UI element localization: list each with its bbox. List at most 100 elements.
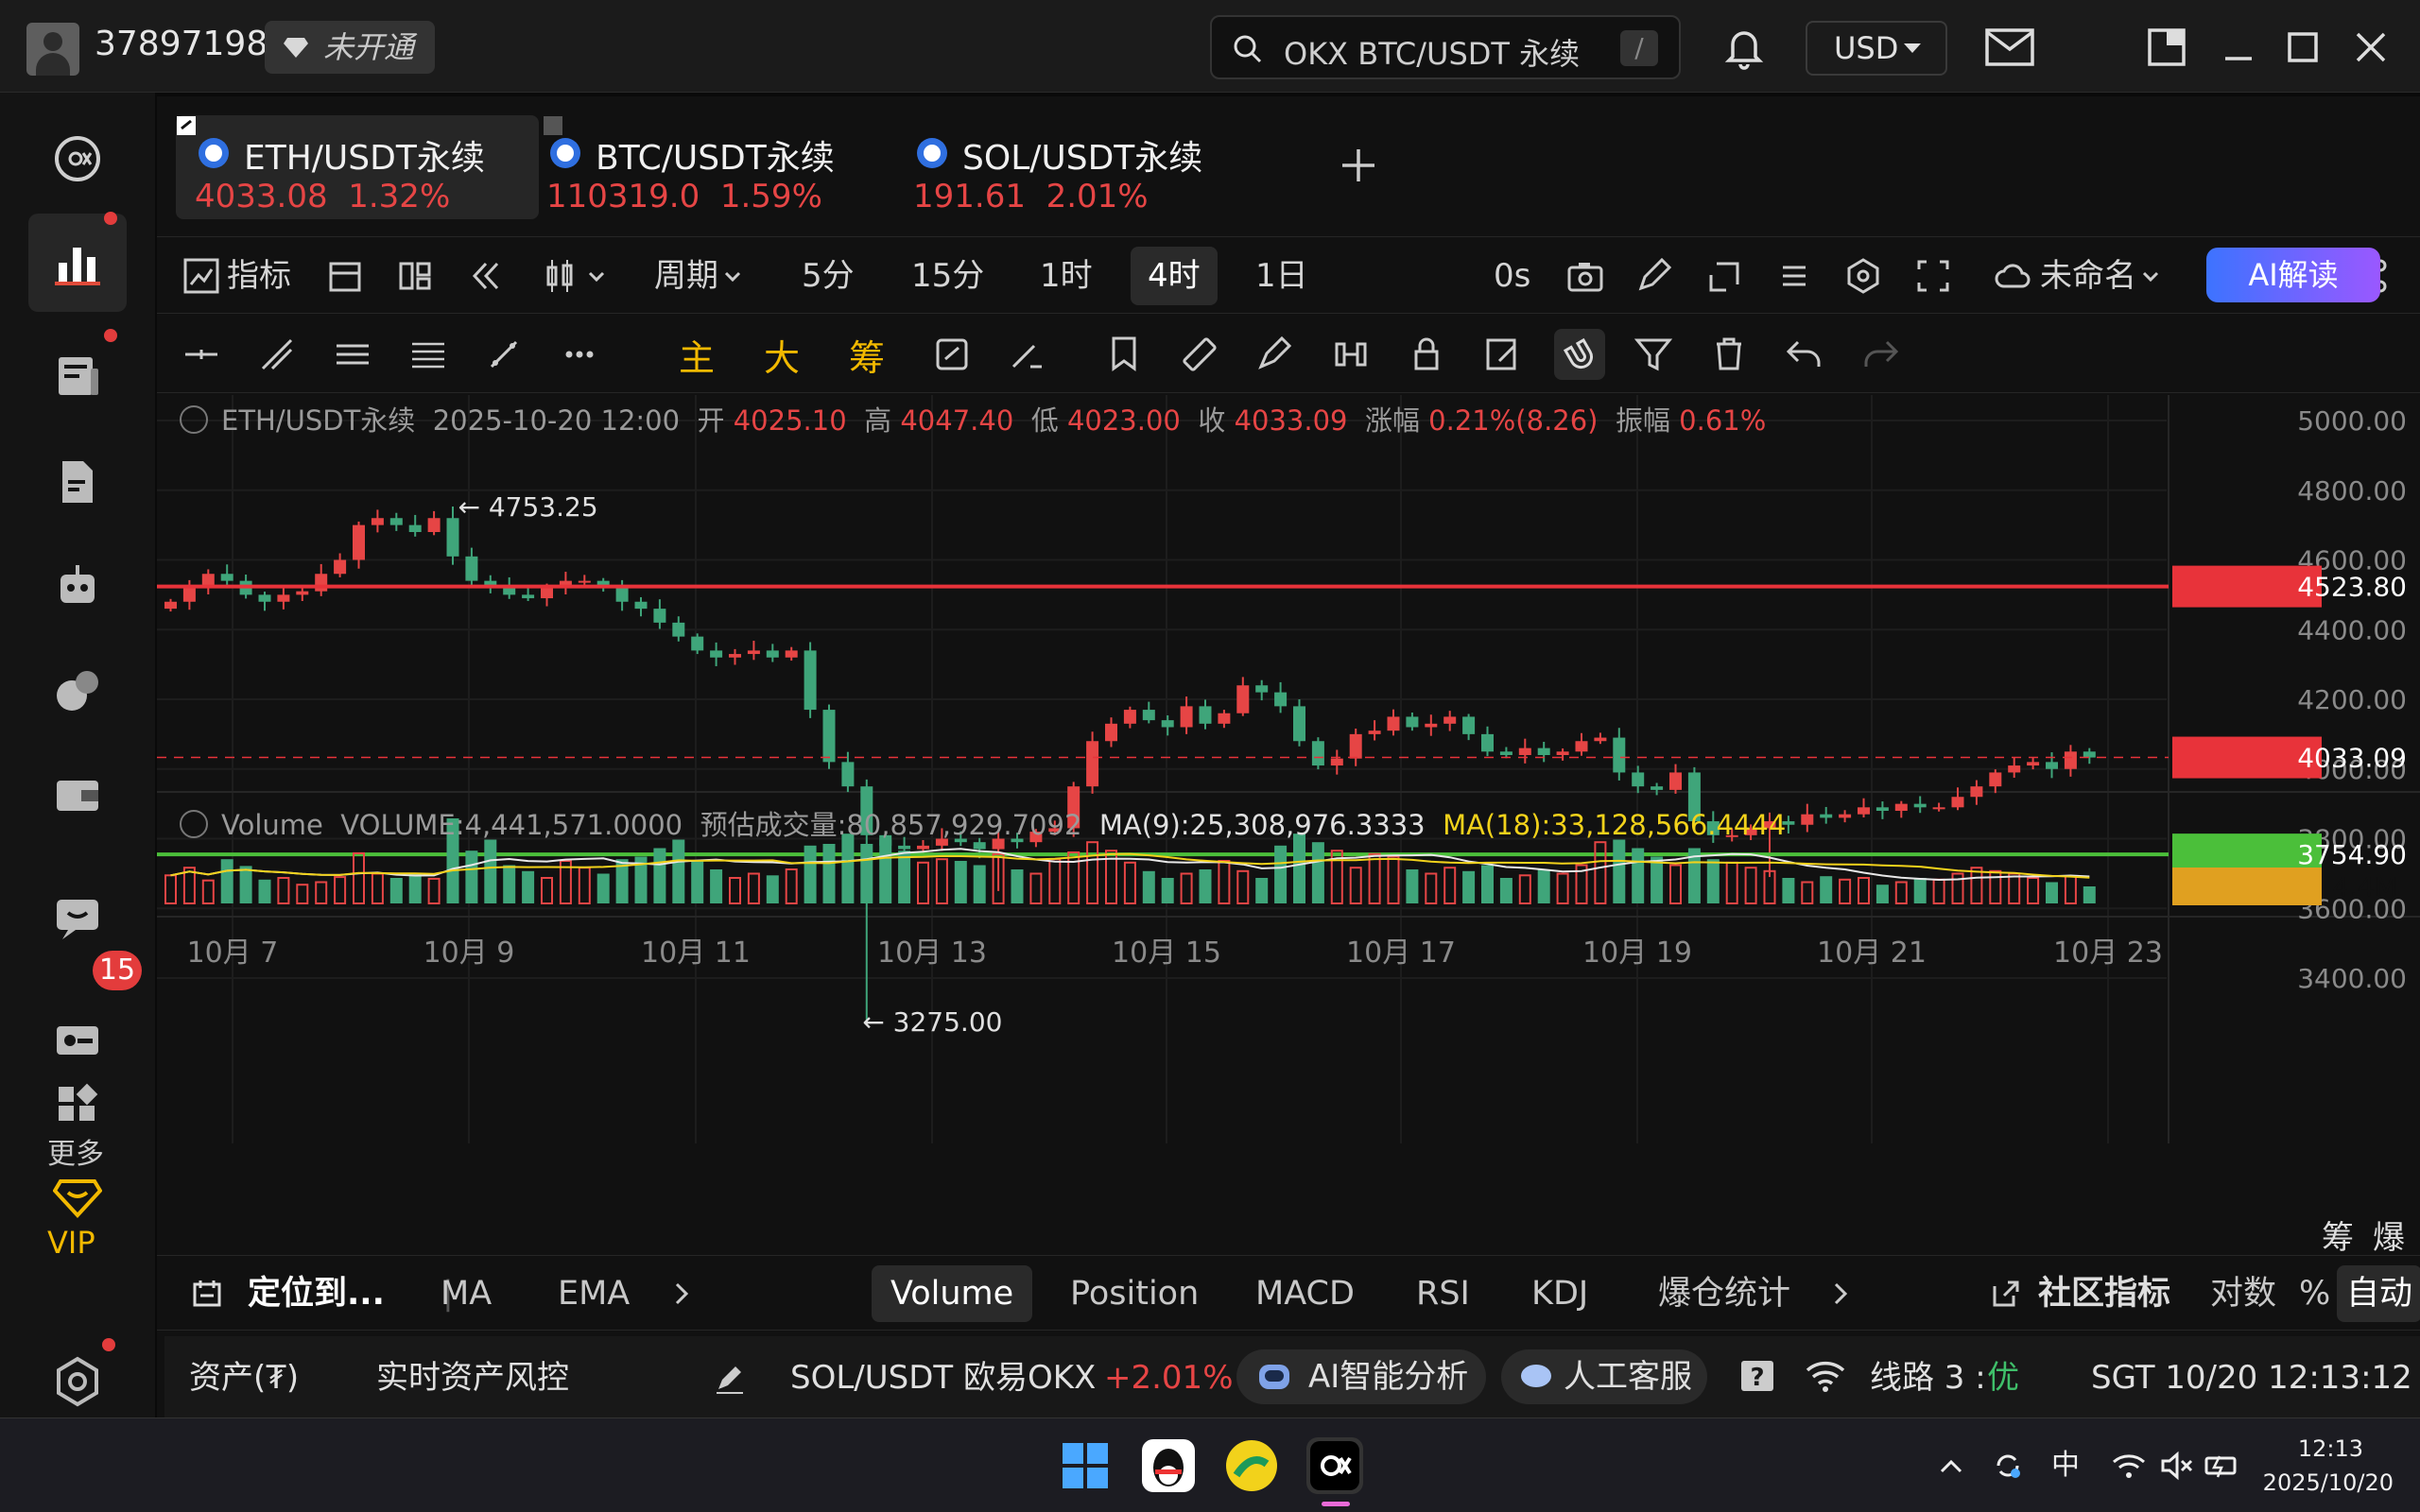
locate-icon[interactable]: [191, 1277, 227, 1313]
ruler-icon[interactable]: [1178, 333, 1221, 376]
lock-icon[interactable]: [1405, 333, 1448, 376]
add-tab-button[interactable]: [1335, 142, 1382, 189]
maximize-icon[interactable]: [2274, 19, 2331, 76]
sync-tray-icon[interactable]: [1989, 1447, 2027, 1485]
replay-icon[interactable]: [465, 256, 505, 296]
horizontal-line-tool-icon[interactable]: [180, 333, 223, 376]
parallel-channel-icon[interactable]: [331, 333, 374, 376]
liquidation-label[interactable]: 爆: [2373, 1219, 2405, 1257]
chevron-down-icon[interactable]: [584, 256, 609, 296]
vip-label[interactable]: VIP: [47, 1225, 95, 1261]
candle-type-icon[interactable]: [541, 256, 580, 296]
edit-icon[interactable]: [713, 1361, 747, 1395]
currency-select[interactable]: USD: [1806, 21, 1947, 76]
network-line-label[interactable]: 线路 3 :: [1870, 1359, 1986, 1397]
sub-indicator-position[interactable]: Position: [1070, 1275, 1200, 1313]
bookmark-icon[interactable]: [1102, 333, 1146, 376]
ime-indicator[interactable]: 中: [2051, 1449, 2080, 1482]
help-icon[interactable]: ?: [1739, 1359, 1775, 1397]
sidebar-item-chart[interactable]: [28, 214, 127, 312]
minimize-icon[interactable]: [2210, 19, 2267, 76]
tab-btc-usdt[interactable]: BTC/USDT永续 110319.0 1.59%: [543, 115, 906, 219]
magnet-icon[interactable]: [1554, 329, 1605, 380]
taskbar-time[interactable]: 12:13: [2297, 1435, 2363, 1462]
pencil-icon[interactable]: [1634, 256, 1673, 296]
fib-tool-icon[interactable]: [406, 333, 450, 376]
interval-5m[interactable]: 5分: [802, 257, 855, 295]
main-chart-toggle[interactable]: 主: [679, 337, 716, 379]
sidebar-item-messages[interactable]: [28, 868, 127, 966]
indicator-ma[interactable]: MA: [441, 1275, 493, 1313]
user-avatar[interactable]: [26, 23, 79, 76]
interval-1d[interactable]: 1日: [1255, 257, 1308, 295]
sub-indicator-rsi[interactable]: RSI: [1416, 1275, 1470, 1313]
price-chart[interactable]: 5000.00 4800.00 4600.00 4400.00 4200.00 4000.…: [157, 395, 2420, 1255]
volume-muted-icon[interactable]: [2157, 1447, 2195, 1485]
qq-app-icon[interactable]: [1140, 1437, 1197, 1494]
log-scale-toggle[interactable]: 对数: [2210, 1275, 2277, 1313]
measure-tool-icon[interactable]: [1006, 333, 1049, 376]
assets-label[interactable]: 资产(₮): [189, 1359, 300, 1397]
taskbar-date[interactable]: 2025/10/20: [2262, 1469, 2394, 1496]
sidebar-item-news[interactable]: [28, 327, 127, 425]
redo-icon[interactable]: [1858, 333, 1902, 376]
sub-indicator-volume[interactable]: Volume: [872, 1265, 1033, 1322]
camera-icon[interactable]: [1565, 256, 1605, 296]
undo-icon[interactable]: [1783, 333, 1826, 376]
bell-icon[interactable]: [1716, 19, 1772, 76]
sidebar-item-more[interactable]: [28, 1047, 127, 1145]
close-icon[interactable]: [2342, 19, 2399, 76]
sidebar-item-wallet[interactable]: [28, 745, 127, 843]
chevron-down-icon[interactable]: [2138, 256, 2163, 296]
tab-sol-usdt[interactable]: SOL/USDT永续 191.61 2.01%: [909, 115, 1272, 219]
pin-icon[interactable]: [543, 115, 563, 136]
ai-analysis-button[interactable]: AI智能分析: [1236, 1349, 1486, 1404]
chip-distribution-toggle[interactable]: 筹: [849, 337, 886, 379]
battery-icon[interactable]: [2203, 1447, 2240, 1485]
sidebar-item-home[interactable]: [28, 110, 127, 208]
sidebar-item-settings[interactable]: [28, 1332, 127, 1431]
external-link-icon[interactable]: [1991, 1279, 2021, 1309]
ray-tool-icon[interactable]: [255, 333, 299, 376]
percent-scale-toggle[interactable]: %: [2299, 1275, 2331, 1313]
layout-panel-icon[interactable]: [2138, 19, 2195, 76]
trend-line-icon[interactable]: [482, 333, 526, 376]
chip-distribution-label[interactable]: 筹: [2322, 1219, 2354, 1257]
pin-icon[interactable]: [176, 115, 197, 136]
cloud-icon[interactable]: [1993, 256, 2032, 296]
filter-icon[interactable]: [1632, 333, 1675, 376]
sidebar-item-analytics[interactable]: [28, 641, 127, 739]
wifi-tray-icon[interactable]: [2110, 1447, 2148, 1485]
sub-indicator-kdj[interactable]: KDJ: [1531, 1275, 1589, 1313]
media-app-icon[interactable]: [1223, 1437, 1280, 1494]
mail-icon[interactable]: [1981, 19, 2038, 76]
okx-app-icon[interactable]: [1306, 1437, 1363, 1494]
customer-service-button[interactable]: 人工客服: [1501, 1349, 1707, 1404]
list-settings-icon[interactable]: [1773, 256, 1813, 296]
period-dropdown[interactable]: 周期: [654, 257, 718, 295]
locate-to-button[interactable]: 定位到...: [248, 1275, 385, 1313]
layout-name-dropdown[interactable]: 未命名: [2040, 257, 2136, 295]
interval-1h[interactable]: 1时: [1040, 257, 1093, 295]
indicator-ema[interactable]: EMA: [558, 1275, 631, 1313]
hexagon-settings-icon[interactable]: [1843, 256, 1883, 296]
note-edit-icon[interactable]: [1480, 333, 1524, 376]
indicator-chart-icon[interactable]: [182, 256, 221, 296]
big-order-toggle[interactable]: 大: [764, 337, 801, 379]
add-window-icon[interactable]: [1703, 256, 1743, 296]
chevron-down-icon[interactable]: [720, 256, 745, 296]
chevron-right-icon[interactable]: [1826, 1279, 1855, 1309]
auto-scale-toggle[interactable]: 自动: [2337, 1265, 2420, 1322]
trash-icon[interactable]: [1707, 333, 1751, 376]
layout-grid-icon[interactable]: [395, 256, 435, 296]
template-icon[interactable]: [325, 256, 365, 296]
sub-indicator-macd[interactable]: MACD: [1255, 1275, 1355, 1313]
interval-15m[interactable]: 15分: [911, 257, 985, 295]
collapse-volume-icon[interactable]: [180, 810, 208, 838]
sidebar-item-api[interactable]: [28, 990, 127, 1089]
sidebar-item-bot[interactable]: [28, 537, 127, 635]
community-indicators-button[interactable]: 社区指标: [2038, 1275, 2171, 1313]
candlestick-chart-svg[interactable]: 5000.004800.004600.004400.004200.004000.…: [157, 395, 2420, 1255]
collapse-main-icon[interactable]: [180, 405, 208, 434]
brush-icon[interactable]: [1253, 333, 1297, 376]
